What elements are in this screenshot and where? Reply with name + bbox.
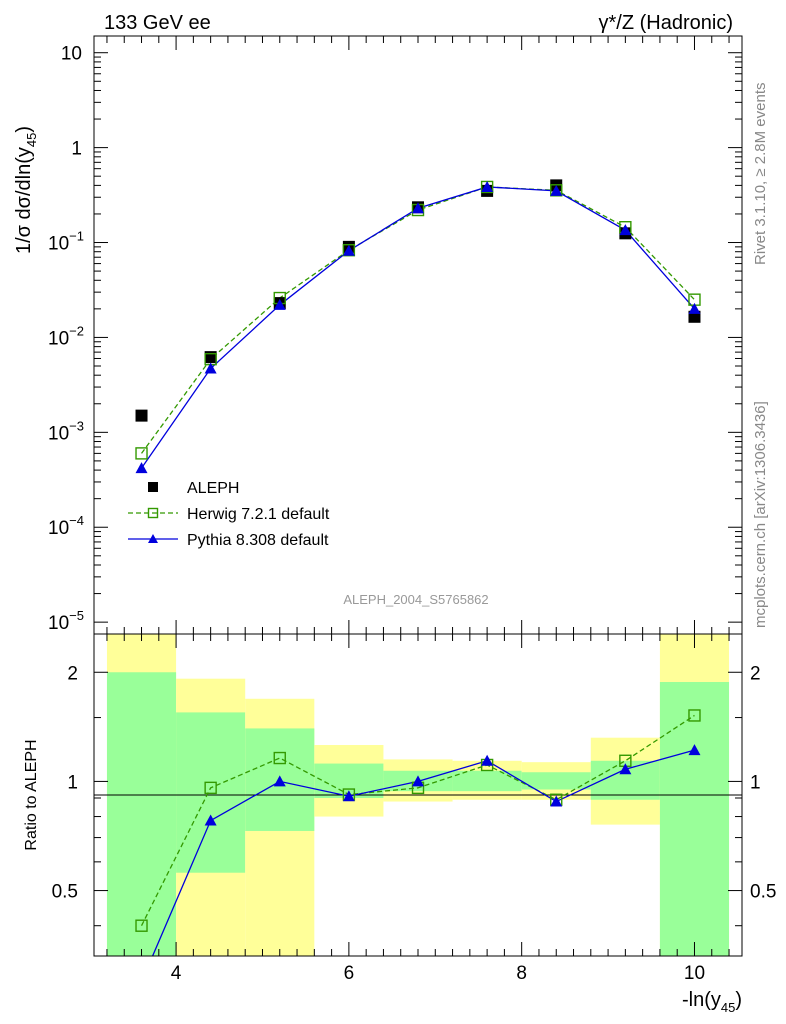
data-point xyxy=(135,462,148,474)
data-point xyxy=(135,447,148,460)
x-axis-label: -ln(y45) xyxy=(682,989,742,1015)
data-point xyxy=(204,351,217,364)
ratio-y-tick-label: 2 xyxy=(67,663,78,684)
process-label: γ*/Z (Hadronic) xyxy=(599,12,733,34)
ratio-data-point xyxy=(273,775,286,787)
ratio-y-tick-label-right: 0.5 xyxy=(750,882,776,903)
y-tick-label-exp: −1 xyxy=(69,229,84,244)
main-series-layer xyxy=(135,179,701,474)
ratio-data-point xyxy=(412,775,424,787)
stat-uncertainty-band xyxy=(659,682,730,956)
ratio-data-point xyxy=(273,751,286,765)
legend-marker xyxy=(148,482,158,492)
legend-marker xyxy=(147,507,159,519)
ratio-y-tick-label-right: 2 xyxy=(750,663,761,684)
ratio-series-layer xyxy=(135,709,701,956)
x-axis-label-sub: 45 xyxy=(721,1000,735,1015)
y-tick-label: 10−4 xyxy=(48,513,84,539)
ratio-data-point xyxy=(135,919,148,932)
ratio-data-point xyxy=(688,709,701,722)
legend-marker xyxy=(148,534,158,543)
ratio-frame xyxy=(93,633,743,957)
x-axis-label-text: -ln(y xyxy=(682,989,721,1011)
ratio-data-point xyxy=(342,790,355,802)
data-point xyxy=(273,298,286,310)
y-tick-label-base: 10 xyxy=(48,234,69,255)
rivet-label: Rivet 3.1.10, ≥ 2.8M events xyxy=(752,83,769,266)
ratio-data-point xyxy=(619,763,632,775)
data-point xyxy=(135,409,148,422)
data-point xyxy=(342,244,355,256)
y-tick-label-exp: −2 xyxy=(69,323,84,338)
ratio-data-point xyxy=(204,814,217,826)
y-tick-label-exp: −5 xyxy=(69,608,84,623)
y-tick-label-exp: −3 xyxy=(69,418,84,433)
y-tick-label-base: 10 xyxy=(48,518,69,539)
ratio-data-point xyxy=(204,781,217,795)
legend-label: Herwig 7.2.1 default xyxy=(187,506,330,523)
ratio-data-point xyxy=(688,744,701,756)
legend-label: ALEPH xyxy=(187,480,239,497)
legend: ALEPH Herwig 7.2.1 default Pythia 8.308 de… xyxy=(128,480,330,549)
ratio-data-point xyxy=(481,754,494,766)
series-line xyxy=(140,186,695,454)
y-tick-label: 1 xyxy=(71,139,82,160)
main-y-axis-label: 1/σ dσ/dln(y45) xyxy=(13,126,39,254)
stat-uncertainty-band xyxy=(452,770,522,792)
legend-label: Pythia 8.308 default xyxy=(187,532,329,549)
y-tick-label-base: 10 xyxy=(48,613,69,634)
ratio-series-line xyxy=(140,714,695,926)
data-point xyxy=(550,184,563,196)
y-tick-label-base: 10 xyxy=(48,423,69,444)
ratio-y-tick-label: 1 xyxy=(67,772,78,793)
ratio-data-point xyxy=(550,795,563,807)
y-tick-label: 10−3 xyxy=(48,418,84,444)
energy-label: 133 GeV ee xyxy=(104,12,211,34)
x-tick-label: 6 xyxy=(344,963,355,984)
data-point xyxy=(619,224,632,236)
mcplots-label: mcplots.cern.ch [arXiv:1306.3436] xyxy=(752,401,769,628)
stat-uncertainty-band xyxy=(106,672,177,956)
data-point xyxy=(412,202,424,214)
y-tick-label: 10−5 xyxy=(48,608,84,634)
main-y-axis-label-text: 1/σ dσ/dln(y xyxy=(13,147,35,254)
main-y-axis-label-close: ) xyxy=(13,126,35,133)
ratio-y-axis-label: Ratio to ALEPH xyxy=(23,739,40,850)
main-y-axis-label-sub: 45 xyxy=(24,133,39,147)
data-point xyxy=(204,362,217,374)
data-point xyxy=(688,302,701,314)
stat-uncertainty-band xyxy=(176,712,246,873)
y-tick-label: 10−2 xyxy=(48,323,84,349)
x-tick-label: 10 xyxy=(684,963,705,984)
y-tick-label-base: 10 xyxy=(48,328,69,349)
ratio-y-tick-label-right: 1 xyxy=(750,772,761,793)
data-point xyxy=(481,180,494,192)
stat-uncertainty-band xyxy=(521,772,591,790)
x-tick-label: 4 xyxy=(171,963,182,984)
y-tick-label: 10 xyxy=(61,44,82,65)
analysis-label: ALEPH_2004_S5765862 xyxy=(343,592,488,607)
series-line xyxy=(140,186,695,469)
x-tick-label: 8 xyxy=(516,963,527,984)
ratio-axis-ticks: 0.5 0.5 1 1 2 2 xyxy=(52,634,776,956)
x-axis-label-close: ) xyxy=(735,989,742,1011)
x-tick-labels: 4 6 8 10 xyxy=(171,963,705,984)
ratio-y-tick-label: 0.5 xyxy=(52,882,78,903)
y-tick-label: 10−1 xyxy=(48,229,84,255)
y-tick-label-exp: −4 xyxy=(69,513,84,528)
